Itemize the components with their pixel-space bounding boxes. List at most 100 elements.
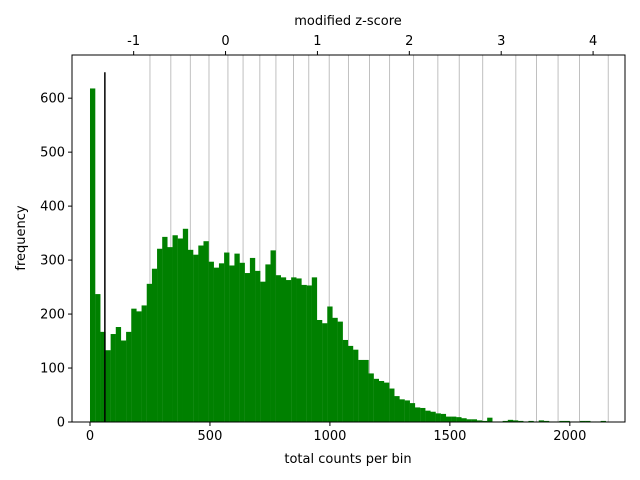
histogram-bar-40 (296, 278, 302, 422)
histogram-bar-59 (394, 396, 400, 422)
x-tick-label-0: 0 (86, 429, 94, 444)
histogram-bar-77 (487, 417, 493, 422)
histogram-bar-25 (218, 263, 225, 422)
y-tick-label-5: 500 (40, 146, 65, 161)
histogram-bar-39 (291, 277, 297, 422)
histogram-bar-14 (162, 236, 168, 422)
plot-frame (71, 54, 626, 423)
histogram-bar-60 (399, 399, 405, 422)
histogram-bar-41 (301, 284, 307, 422)
top-axis-title: modified z-score (294, 14, 402, 29)
histogram-bar-87 (538, 420, 545, 422)
x-tick-label-3: 1500 (433, 429, 466, 444)
histogram-bar-18 (182, 228, 189, 422)
histogram-bar-61 (404, 400, 410, 422)
histogram-bar-66 (430, 411, 436, 422)
histogram-bar-28 (234, 253, 240, 422)
histogram-bar-74 (471, 419, 478, 422)
histogram-bar-38 (286, 280, 292, 422)
histogram-bar-85 (528, 420, 534, 422)
top-tick-label-1: 0 (221, 34, 229, 49)
histogram-bar-13 (157, 248, 163, 422)
histogram-bar-72 (461, 418, 467, 422)
histogram-bar-73 (466, 419, 472, 422)
top-tick-label-5: 4 (589, 34, 597, 49)
histogram-bar-95 (580, 420, 586, 422)
histogram-bar-58 (389, 388, 395, 422)
histogram-bar-80 (502, 420, 508, 422)
top-tick-label-4: 3 (497, 34, 505, 49)
histogram-bar-52 (358, 359, 364, 422)
histogram-bar-91 (559, 420, 565, 422)
histogram-bar-55 (373, 378, 379, 422)
histogram-bar-67 (435, 413, 441, 422)
histogram-bar-12 (151, 268, 158, 422)
histogram-bar-49 (342, 339, 349, 422)
histogram-bar-7 (126, 331, 132, 422)
histogram-bar-96 (585, 420, 591, 422)
histogram-bar-70 (451, 416, 457, 422)
histogram-bar-37 (280, 277, 287, 422)
histogram-bar-6 (120, 340, 127, 422)
histogram-bar-8 (131, 308, 137, 422)
histogram-bar-17 (177, 238, 183, 422)
histogram-bar-20 (193, 254, 199, 422)
histogram-bar-44 (316, 319, 323, 422)
histogram-bar-42 (306, 285, 312, 422)
histogram-bar-35 (270, 250, 276, 422)
histogram-bar-2 (100, 331, 106, 422)
histogram-bar-83 (518, 420, 524, 422)
histogram-bars (89, 88, 606, 422)
histogram-bar-48 (337, 321, 343, 422)
histogram-bar-9 (136, 311, 142, 422)
histogram-bar-16 (172, 235, 178, 422)
histogram-bar-71 (456, 417, 462, 422)
histogram-bar-32 (255, 270, 261, 422)
histogram-bar-4 (110, 334, 116, 422)
top-tick-label-3: 2 (405, 34, 413, 49)
histogram-bar-11 (146, 283, 153, 422)
y-tick-label-1: 100 (40, 362, 65, 377)
histogram-bar-30 (244, 273, 251, 422)
y-tick-label-4: 400 (40, 200, 65, 215)
histogram-bar-31 (249, 257, 256, 422)
histogram-bar-56 (378, 380, 385, 422)
histogram-bar-57 (384, 382, 390, 422)
left-y-axis: 0 100 200 300 400 500 600 (40, 92, 72, 431)
histogram-bar-51 (353, 349, 359, 422)
histogram-bar-68 (440, 413, 447, 422)
histogram-bar-64 (420, 407, 426, 422)
histogram-bar-53 (363, 359, 369, 422)
histogram-bar-43 (311, 277, 318, 422)
histogram-bar-3 (105, 350, 111, 422)
y-tick-label-2: 200 (40, 308, 65, 323)
x-axis-title: total counts per bin (284, 452, 411, 467)
histogram-bar-47 (332, 317, 338, 422)
histogram-bar-22 (203, 241, 209, 422)
histogram-bar-19 (187, 249, 194, 422)
y-tick-label-0: 0 (57, 416, 65, 431)
histogram-bar-15 (167, 247, 173, 422)
histogram-bar-69 (445, 416, 452, 422)
histogram-bar-54 (368, 373, 374, 422)
histogram-bar-50 (347, 345, 354, 422)
x-tick-label-1: 500 (198, 429, 223, 444)
histogram-bar-46 (327, 306, 333, 422)
y-tick-label-6: 600 (40, 92, 65, 107)
y-axis-title: frequency (14, 205, 29, 271)
top-x-axis: -1 0 1 2 3 4 (127, 34, 597, 55)
histogram-bar-5 (115, 327, 122, 422)
histogram-bar-75 (476, 420, 483, 422)
histogram-bar-21 (198, 245, 204, 422)
histogram-bar-27 (229, 265, 235, 422)
histogram-bar-45 (322, 323, 328, 422)
histogram-bar-63 (414, 407, 421, 422)
histogram-bar-81 (507, 419, 514, 422)
histogram-bar-33 (260, 281, 266, 422)
histogram-bar-23 (208, 261, 214, 422)
histogram-bar-36 (275, 275, 281, 422)
top-tick-label-2: 1 (313, 34, 321, 49)
histogram-bar-65 (425, 410, 431, 422)
histogram-bar-29 (239, 262, 245, 422)
histogram-bar-0 (89, 88, 96, 422)
